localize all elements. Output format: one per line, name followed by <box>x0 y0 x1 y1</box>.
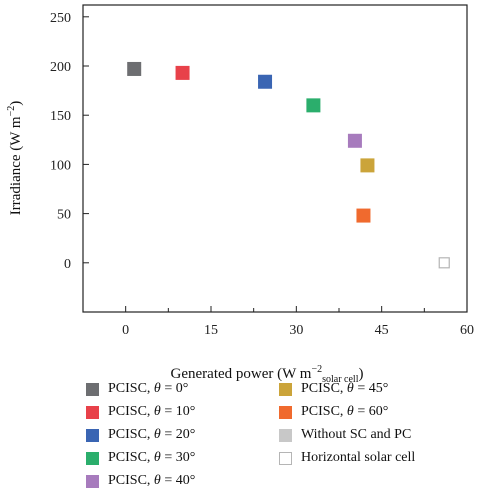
legend-item: Without SC and PC <box>279 427 411 443</box>
legend-swatch <box>86 428 99 442</box>
x-axis-label: Generated power (W m−2solar cell) <box>171 364 364 385</box>
plot-area <box>82 4 468 313</box>
y-tick-label: 50 <box>57 208 71 223</box>
legend-label: PCISC, θ = 20° <box>108 427 196 442</box>
legend-item: PCISC, θ = 60° <box>279 404 388 420</box>
x-tick-label: 30 <box>289 323 303 338</box>
x-tick-label: 60 <box>460 323 474 338</box>
data-point-3 <box>306 98 321 113</box>
y-tick-label: 250 <box>50 11 71 26</box>
legend-swatch <box>86 474 99 488</box>
ticks: 0 15 30 45 60 0 50 100 150 200 250 <box>50 11 474 338</box>
data-point-2 <box>258 74 273 89</box>
legend-item: PCISC, θ = 20° <box>86 427 195 443</box>
y-tick-label: 150 <box>50 109 71 124</box>
legend-label: PCISC, θ = 10° <box>108 404 196 419</box>
legend-swatch <box>279 382 292 396</box>
y-tick-label: 100 <box>50 158 71 173</box>
legend-item: Horizontal solar cell <box>279 450 415 466</box>
legend-label: PCISC, θ = 45° <box>301 381 389 396</box>
legend-label: PCISC, θ = 0° <box>108 381 189 396</box>
data-point-8 <box>438 257 450 269</box>
legend-swatch <box>86 451 99 465</box>
legend-swatch <box>279 428 292 442</box>
legend-swatch <box>86 382 99 396</box>
y-tick-label: 0 <box>64 257 71 272</box>
data-point-4 <box>347 133 362 148</box>
legend-label: PCISC, θ = 60° <box>301 404 389 419</box>
legend-item: PCISC, θ = 0° <box>86 381 188 397</box>
legend-label: Without SC and PC <box>301 427 412 442</box>
data-point-0 <box>127 61 142 76</box>
legend-item: PCISC, θ = 40° <box>86 473 195 489</box>
legend-item: PCISC, θ = 45° <box>279 381 388 397</box>
legend-item: PCISC, θ = 10° <box>86 404 195 420</box>
y-axis-label: Irradiance (W m−2) <box>6 101 24 215</box>
legend-item: PCISC, θ = 30° <box>86 450 195 466</box>
x-tick-label: 15 <box>204 323 218 338</box>
y-tick-label: 200 <box>50 60 71 75</box>
legend-swatch <box>279 451 292 465</box>
legend-swatch <box>279 405 292 419</box>
data-point-5 <box>360 158 375 173</box>
legend-label: PCISC, θ = 40° <box>108 473 196 488</box>
data-point-6 <box>356 208 371 223</box>
legend-label: PCISC, θ = 30° <box>108 450 196 465</box>
x-tick-label: 0 <box>122 323 129 338</box>
legend-label: Horizontal solar cell <box>301 450 416 465</box>
data-points <box>127 61 450 269</box>
x-tick-label: 45 <box>375 323 389 338</box>
legend-swatch <box>86 405 99 419</box>
data-point-1 <box>175 65 190 80</box>
